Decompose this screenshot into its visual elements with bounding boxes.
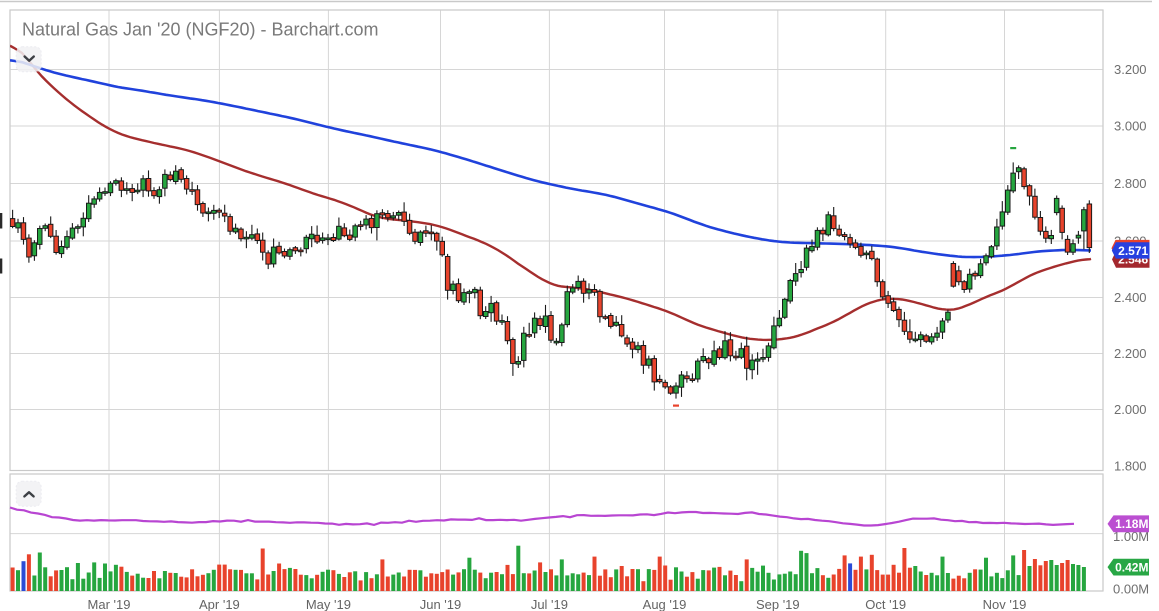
svg-text:2.000: 2.000 <box>1114 402 1147 417</box>
svg-text:0.42M: 0.42M <box>1115 560 1148 574</box>
svg-text:1.18M: 1.18M <box>1115 517 1148 531</box>
svg-text:Sep '19: Sep '19 <box>756 597 800 611</box>
svg-text:3.000: 3.000 <box>1114 119 1147 134</box>
svg-text:2.800: 2.800 <box>1114 176 1147 191</box>
svg-text:2.400: 2.400 <box>1114 290 1147 305</box>
svg-text:Jun '19: Jun '19 <box>420 597 462 611</box>
svg-text:Jul '19: Jul '19 <box>531 597 568 611</box>
svg-text:1.00M: 1.00M <box>1113 529 1149 544</box>
svg-text:2.571: 2.571 <box>1118 244 1148 258</box>
svg-text:Mar '19: Mar '19 <box>88 597 131 611</box>
svg-text:Apr '19: Apr '19 <box>199 597 240 611</box>
svg-text:3.200: 3.200 <box>1114 62 1147 77</box>
svg-text:Oct '19: Oct '19 <box>865 597 906 611</box>
svg-text:May '19: May '19 <box>306 597 351 611</box>
svg-text:0.00M: 0.00M <box>1113 582 1149 597</box>
svg-text:Nov '19: Nov '19 <box>983 597 1027 611</box>
svg-text:Natural Gas Jan '20 (NGF20) -: Natural Gas Jan '20 (NGF20) - Barchart.c… <box>22 20 379 40</box>
svg-text:2.200: 2.200 <box>1114 346 1147 361</box>
svg-text:Aug '19: Aug '19 <box>643 597 687 611</box>
svg-text:1.800: 1.800 <box>1114 459 1147 474</box>
